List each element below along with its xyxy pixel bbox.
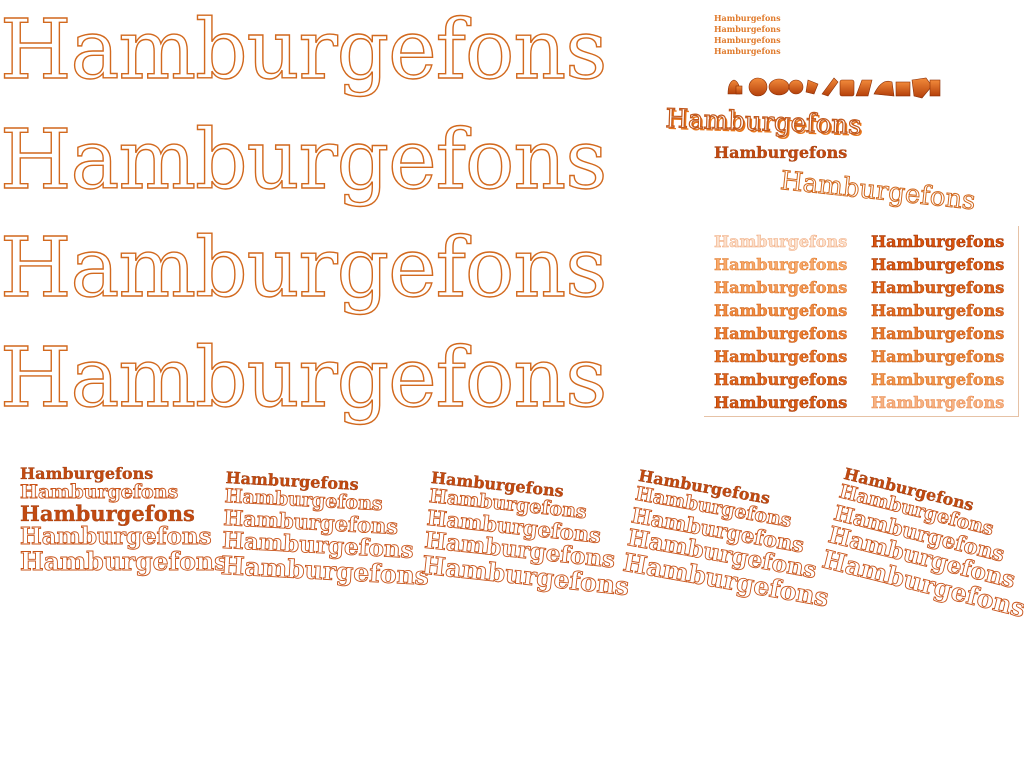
- tiny-word-4: Hamburgefons: [714, 46, 781, 56]
- grid-cell: Hamburgefons: [871, 301, 1005, 321]
- word-stack-1: Hamburgefons Hamburgefons Hamburgefons H…: [20, 464, 229, 576]
- rotated-outline-word: Hamburgefons: [778, 165, 977, 217]
- word-stack-4: Hamburgefons Hamburgefons Hamburgefons H…: [620, 466, 845, 613]
- grid-cell: Hamburgefons: [871, 370, 1005, 390]
- grid-cell: Hamburgefons: [871, 347, 1005, 367]
- grid-cell: Hamburgefons: [714, 347, 848, 367]
- big-outline-word-3: Hamburgefons: [0, 221, 608, 316]
- grid-cell: Hamburgefons: [714, 232, 848, 252]
- tiny-word-3: Hamburgefons: [714, 35, 781, 45]
- grid-column-left: Hamburgefons Hamburgefons Hamburgefons H…: [714, 230, 848, 414]
- grid-cell: Hamburgefons: [714, 278, 848, 298]
- grid-cell: Hamburgefons: [714, 301, 848, 321]
- word-stack-2: Hamburgefons Hamburgefons Hamburgefons H…: [220, 468, 434, 591]
- word-stack-3: Hamburgefons Hamburgefons Hamburgefons H…: [420, 468, 639, 602]
- grid-cell: Hamburgefons: [871, 255, 1005, 275]
- word-grid: Hamburgefons Hamburgefons Hamburgefons H…: [704, 226, 1019, 417]
- grid-cell: Hamburgefons: [714, 324, 848, 344]
- glyph-strip-icon: [727, 77, 941, 99]
- bold-word: Hamburgefons: [714, 143, 848, 162]
- big-outline-word-4: Hamburgefons: [0, 331, 608, 426]
- stack-line: Hamburgefons: [20, 546, 229, 576]
- tiny-word-1: Hamburgefons: [714, 13, 781, 23]
- stack-line: Hamburgefons: [20, 480, 179, 503]
- grid-column-right: Hamburgefons Hamburgefons Hamburgefons H…: [871, 230, 1005, 414]
- big-outline-word-2: Hamburgefons: [0, 113, 608, 208]
- grid-cell: Hamburgefons: [714, 255, 848, 275]
- stack-line: Hamburgefons: [20, 500, 195, 526]
- grid-cell: Hamburgefons: [714, 393, 848, 413]
- grid-cell: Hamburgefons: [871, 324, 1005, 344]
- grid-cell: Hamburgefons: [871, 278, 1005, 298]
- stack-line: Hamburgefons: [20, 464, 154, 483]
- grid-cell: Hamburgefons: [871, 393, 1005, 413]
- stack-line: Hamburgefons: [20, 522, 212, 550]
- big-outline-word-1: Hamburgefons: [0, 3, 608, 98]
- tiny-word-2: Hamburgefons: [714, 24, 781, 34]
- grid-cell: Hamburgefons: [871, 232, 1005, 252]
- word-stack-5: Hamburgefons Hamburgefons Hamburgefons H…: [819, 464, 1024, 624]
- grid-cell: Hamburgefons: [714, 370, 848, 390]
- shadow-rotated-word: Hamburgefons: [664, 103, 862, 141]
